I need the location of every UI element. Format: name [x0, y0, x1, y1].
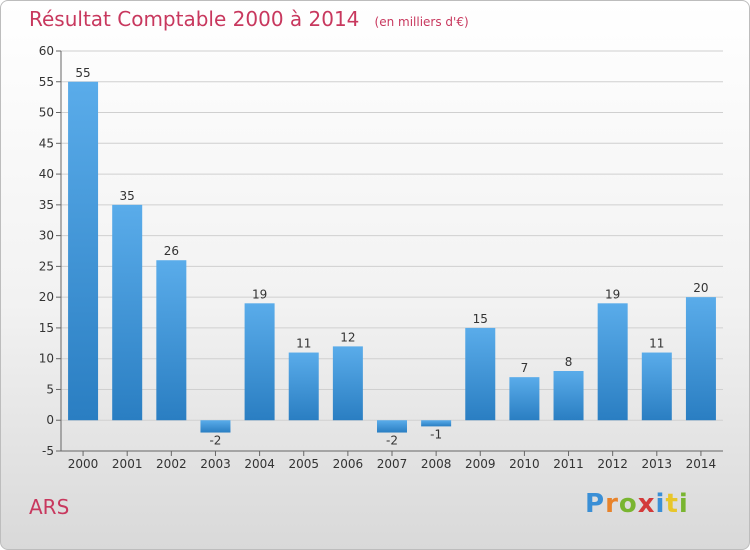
y-tick-label: 10	[39, 352, 54, 366]
x-tick-label: 2005	[288, 457, 319, 471]
x-tick-label: 2008	[421, 457, 452, 471]
y-tick-label: 55	[39, 75, 54, 89]
bar	[332, 346, 363, 421]
bar	[509, 377, 540, 421]
y-tick-label: 35	[39, 198, 54, 212]
data-label: 20	[693, 281, 708, 295]
data-label: 8	[565, 355, 573, 369]
bar	[465, 327, 496, 421]
y-tick-label: 25	[39, 259, 54, 273]
logo-letter: t	[665, 489, 679, 519]
bar	[685, 297, 716, 421]
chart-subtitle: (en milliers d'€)	[374, 15, 469, 29]
y-tick-label: 0	[46, 413, 54, 427]
x-tick-label: 2006	[333, 457, 364, 471]
axes	[56, 50, 723, 456]
x-tick-label: 2001	[112, 457, 143, 471]
data-label: 15	[473, 312, 488, 326]
x-tick-label: 2011	[553, 457, 584, 471]
data-label: 35	[120, 189, 135, 203]
logo-letter: P	[585, 489, 606, 519]
x-tick-label: 2002	[156, 457, 187, 471]
y-tick-label: 60	[39, 44, 54, 58]
y-tick-label: 40	[39, 167, 54, 181]
title-row: Résultat Comptable 2000 à 2014 (en milli…	[29, 7, 469, 31]
x-tick-label: 2007	[377, 457, 408, 471]
data-label: 26	[164, 244, 179, 258]
bar	[553, 371, 584, 421]
x-tick-label: 2003	[200, 457, 231, 471]
proxiti-logo[interactable]: Proxiti	[585, 489, 689, 519]
data-label: 19	[252, 287, 267, 301]
bar	[244, 303, 275, 421]
y-tick-label: 50	[39, 106, 54, 120]
bar	[597, 303, 628, 421]
bar	[377, 420, 407, 433]
y-tick-label: 20	[39, 290, 54, 304]
data-label: 12	[340, 330, 355, 344]
x-tick-label: 2014	[686, 457, 717, 471]
bar	[421, 420, 452, 427]
x-tick-label: 2000	[68, 457, 99, 471]
x-tick-label: 2004	[244, 457, 275, 471]
data-label: 19	[605, 287, 620, 301]
bar	[200, 420, 231, 433]
data-label: 11	[649, 337, 664, 351]
bar	[68, 81, 99, 421]
x-tick-label: 2010	[509, 457, 540, 471]
logo-letter: i	[678, 489, 689, 519]
y-tick-labels: -5 0 5 10 15 20 25 30 35 40 45 50 55 60	[39, 44, 54, 458]
y-tick-label: 30	[39, 229, 54, 243]
x-tick-label: 2009	[465, 457, 496, 471]
data-label: -1	[430, 427, 442, 441]
x-tick-label: 2012	[597, 457, 628, 471]
data-labels: 55 35 26 -2 19 11 12 -2 -1 15 7 8 19 11 20	[75, 66, 708, 448]
logo-letter: i	[655, 489, 666, 519]
data-label: 7	[521, 361, 529, 375]
x-tick-labels: 2000 2001 2002 2003 2004 2005 2006 2007 2008 2009…	[68, 457, 716, 471]
y-tick-label: 45	[39, 136, 54, 150]
bar	[156, 260, 187, 421]
bar	[288, 352, 319, 421]
chart-title: Résultat Comptable 2000 à 2014	[29, 7, 360, 31]
bars	[68, 81, 716, 433]
bar	[641, 352, 672, 421]
data-label: 55	[75, 66, 90, 80]
logo-letter: o	[618, 489, 638, 519]
x-tick-label: 2013	[642, 457, 673, 471]
commune-name: ARS	[29, 495, 70, 519]
y-tick-label: -5	[42, 444, 54, 458]
data-label: -2	[209, 434, 221, 448]
logo-letter: x	[637, 489, 656, 519]
logo-letter: r	[605, 489, 619, 519]
y-tick-label: 5	[46, 382, 54, 396]
data-label: 11	[296, 337, 311, 351]
y-tick-label: 15	[39, 321, 54, 335]
data-label: -2	[386, 434, 398, 448]
bar	[112, 204, 143, 421]
